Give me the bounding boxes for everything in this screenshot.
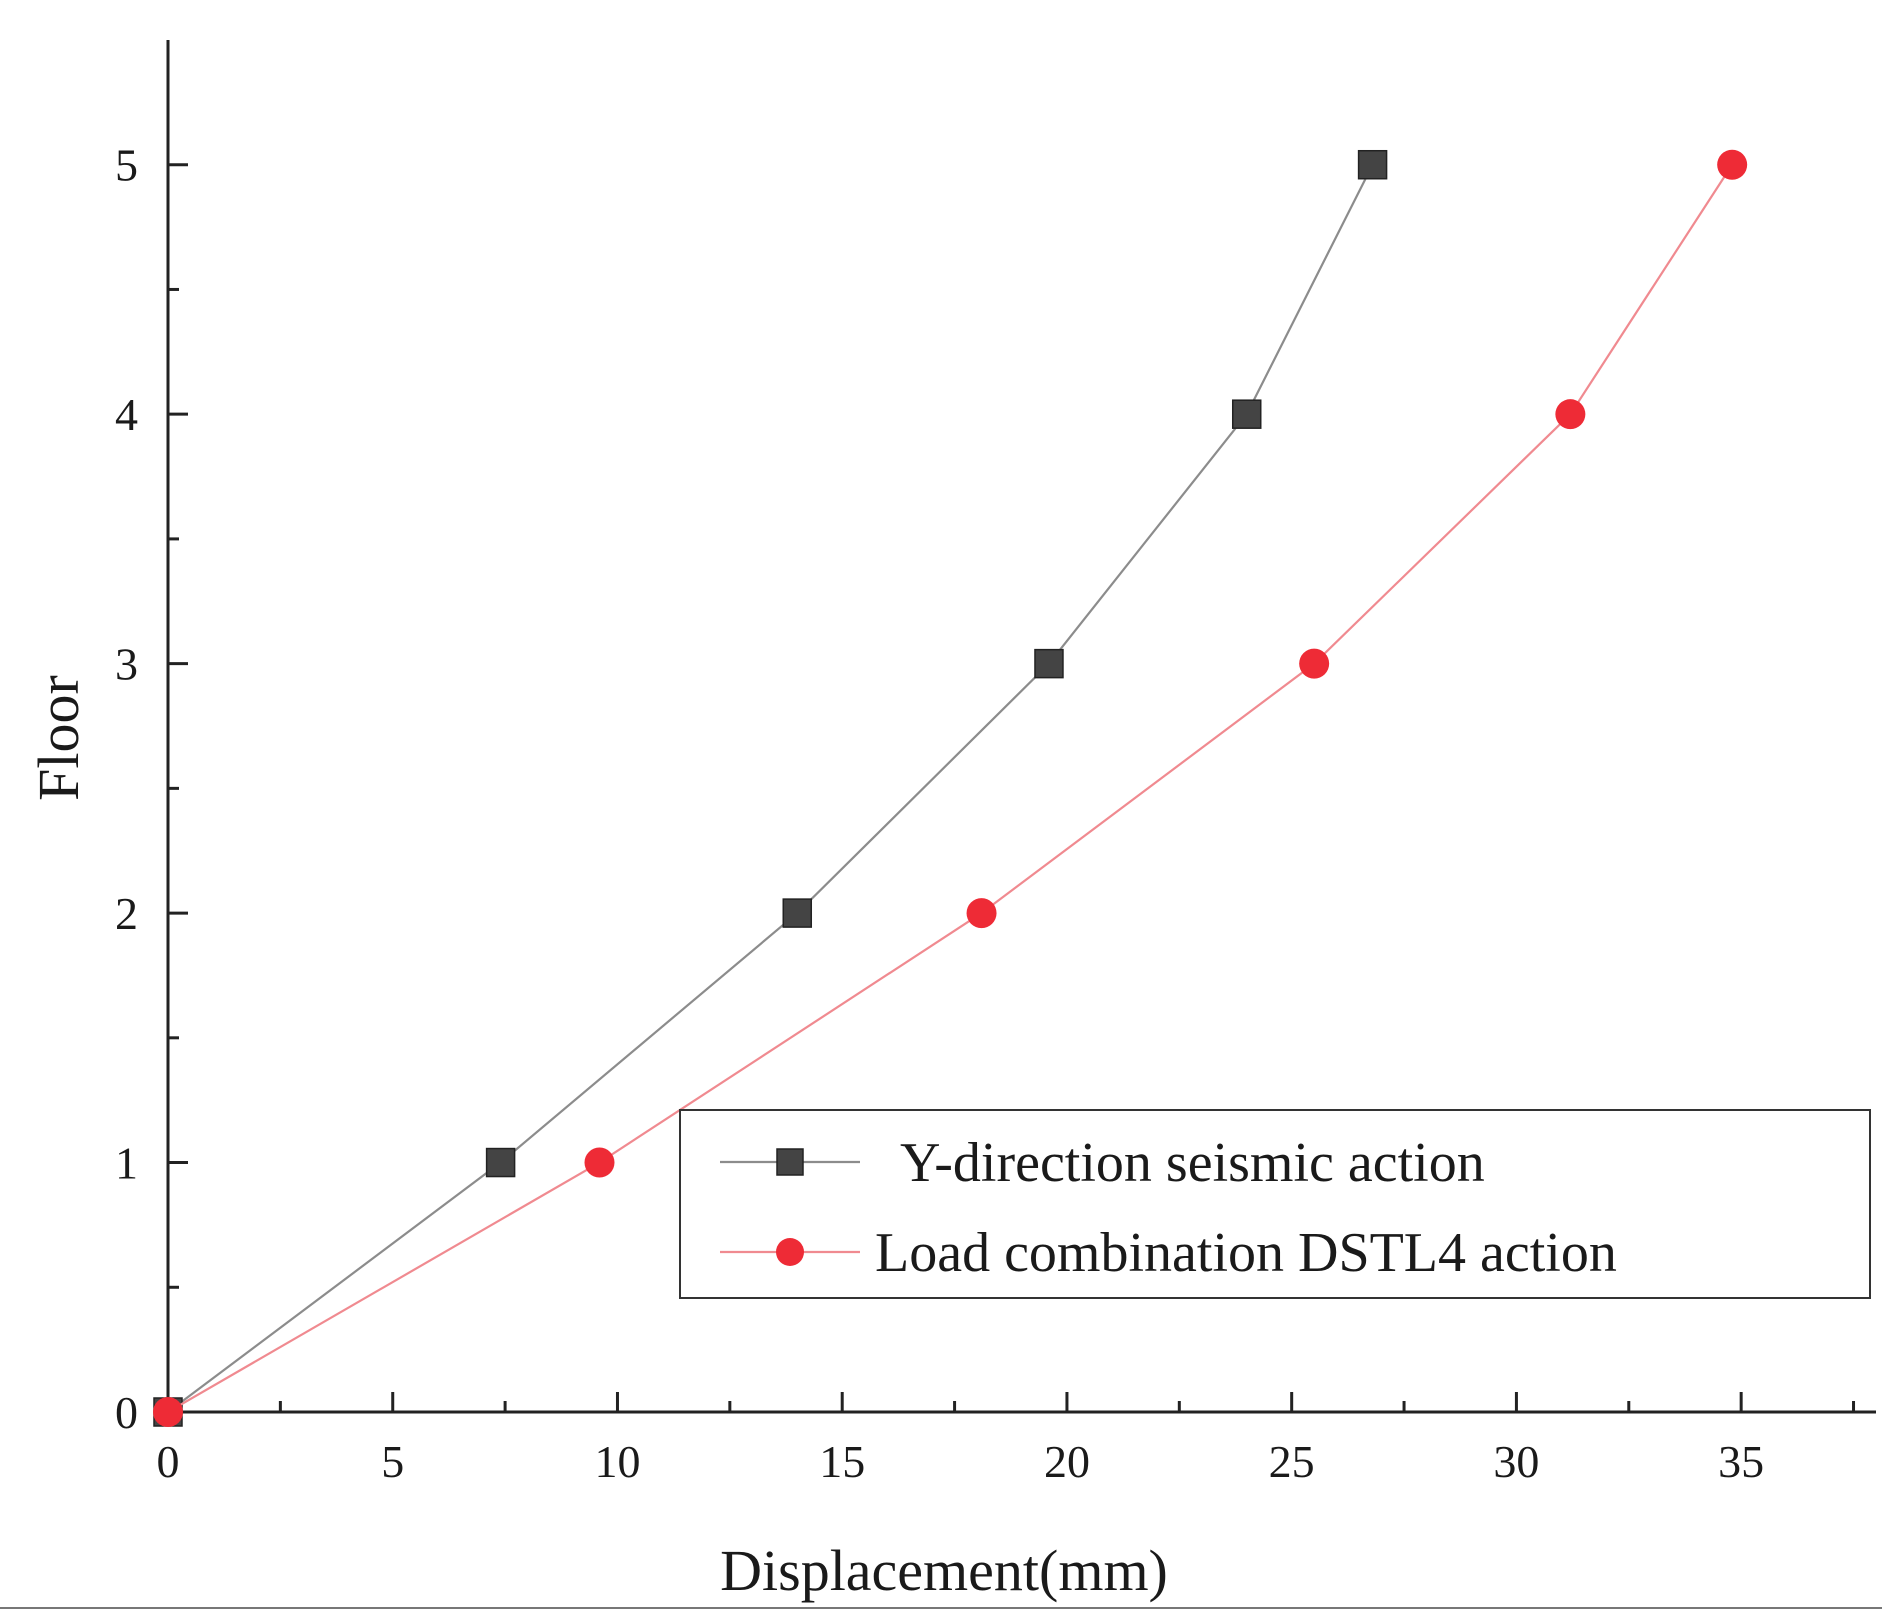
legend-box [679,1109,1871,1299]
legend-entry: Load combination DSTL4 action [720,1222,1617,1284]
x-tick-label: 0 [157,1436,180,1487]
legend-marker [776,1238,804,1266]
x-tick-label: 35 [1718,1436,1764,1487]
legend-label: Load combination DSTL4 action [875,1222,1617,1284]
series-2 [153,149,1748,1427]
x-tick-label: 10 [594,1436,640,1487]
series-line [167,164,1734,1413]
data-point [153,1397,183,1427]
y-tick-label: 0 [115,1387,138,1438]
data-point [584,1147,615,1178]
y-tick-label: 3 [115,639,138,690]
legend-label: Y-direction seismic action [900,1132,1485,1194]
data-point [1231,399,1262,429]
data-point [1717,149,1748,180]
y-axis-title: Floor [26,675,91,801]
data-point [1357,149,1388,180]
x-axis-title: Displacement(mm) [720,1538,1168,1603]
x-tick-label: 15 [819,1436,865,1487]
x-tick-label: 5 [381,1436,404,1487]
data-point [1299,648,1330,679]
legend: Y-direction seismic action Load combinati… [679,1109,1871,1299]
data-point [782,898,813,928]
series-layer [153,149,1748,1427]
y-tick-label: 4 [115,389,138,440]
axes [166,40,1876,1414]
x-tick-label: 25 [1269,1436,1315,1487]
series-line [167,164,1374,1413]
legend-entry: Y-direction seismic action [720,1132,1485,1194]
data-point [1555,399,1586,430]
y-tick-label: 2 [115,888,138,939]
x-tick-label: 30 [1493,1436,1539,1487]
y-ticks: 0 1 2 3 4 5 [115,140,188,1438]
y-tick-label: 1 [115,1138,138,1189]
data-point [1034,648,1064,679]
x-ticks: 0 5 10 15 20 25 30 35 [157,1392,1856,1487]
legend-marker [776,1148,804,1176]
data-point [485,1147,516,1178]
data-point [966,898,997,929]
y-tick-label: 5 [115,140,138,191]
x-tick-label: 20 [1044,1436,1090,1487]
